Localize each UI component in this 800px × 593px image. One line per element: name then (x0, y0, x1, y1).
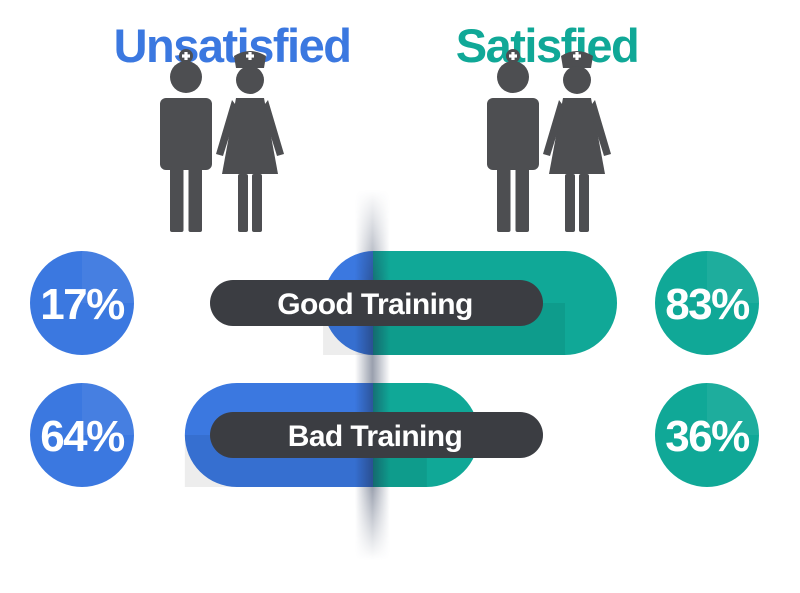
satisfied-percent-label-0: 83% (665, 280, 749, 329)
labels-layer: Good Training 17% 83% Bad Training 64% 36% (30, 251, 759, 487)
satisfied-percent-circle-1 (655, 383, 759, 487)
circle-highlight (707, 251, 759, 303)
male-doctor-icon (487, 49, 539, 232)
unsatisfied-percent-label-1: 64% (40, 412, 124, 461)
satisfied-percent-circle-0 (655, 251, 759, 355)
circle-highlight (82, 383, 134, 435)
unsatisfied-people-icons (160, 49, 284, 232)
category-label-1: Bad Training (288, 420, 463, 453)
circle-highlight (82, 251, 134, 303)
category-label-bar-1 (210, 412, 543, 458)
category-label-bar-0 (210, 280, 543, 326)
unsatisfied-heading: Unsatisfied (114, 19, 351, 72)
circle-highlight (707, 383, 759, 435)
male-doctor-icon (160, 49, 212, 232)
female-nurse-icon (216, 51, 284, 232)
female-nurse-icon (543, 51, 611, 232)
satisfied-people-icons (487, 49, 611, 232)
unsatisfied-percent-label-0: 17% (40, 280, 124, 329)
satisfied-percent-label-1: 36% (665, 412, 749, 461)
unsatisfied-percent-circle-1 (30, 383, 134, 487)
unsatisfied-percent-circle-0 (30, 251, 134, 355)
center-divider (355, 190, 390, 560)
category-label-0: Good Training (277, 288, 473, 321)
satisfied-heading: Satisfied (456, 19, 638, 72)
